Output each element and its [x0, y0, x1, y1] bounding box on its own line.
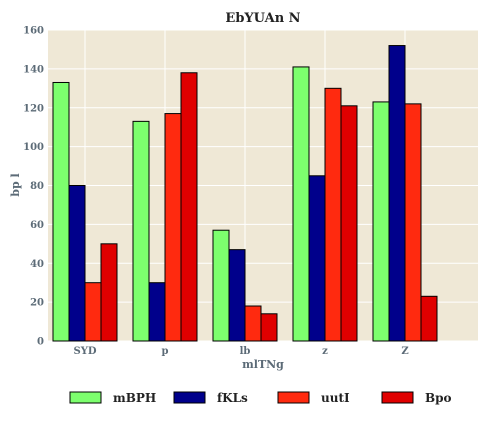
- legend-label-fKLs: fKLs: [217, 391, 248, 405]
- bar-fKLs-p: [148, 282, 166, 342]
- bar-mBPH-Z: [372, 101, 390, 342]
- bar-uutI-Z: [404, 103, 422, 342]
- x-tick-labels: SYD p lb z Z: [73, 346, 408, 357]
- bar-mBPH-p: [132, 120, 150, 342]
- bar-Bpo-SYD: [100, 243, 118, 342]
- bar-Bpo-lb: [260, 313, 278, 342]
- bar-uutI-SYD: [84, 282, 102, 342]
- x-axis-label: mlTNg: [242, 358, 284, 371]
- x-tick-label: p: [162, 346, 169, 357]
- legend-swatch-mBPH: [69, 391, 102, 404]
- y-tick-label: 0: [37, 337, 44, 348]
- bar-Bpo-Z: [420, 295, 438, 342]
- y-tick-label: 80: [30, 181, 44, 192]
- x-tick-label: z: [322, 346, 328, 357]
- bars: [52, 45, 438, 342]
- y-tick-label: 60: [30, 220, 44, 231]
- legend-label-uutI: uutI: [321, 391, 350, 405]
- x-tick-label: SYD: [73, 346, 96, 357]
- y-tick-label: 20: [30, 298, 44, 309]
- legend: mBPH fKLs uutI Bpo: [69, 391, 452, 405]
- y-tick-label: 40: [30, 259, 44, 270]
- x-tick-label: Z: [401, 346, 408, 357]
- bar-Bpo-p: [180, 72, 198, 342]
- y-tick-label: 140: [23, 64, 44, 75]
- bar-fKLs-z: [308, 175, 326, 342]
- y-axis-label: bp l: [9, 173, 22, 196]
- bar-Bpo-z: [340, 105, 358, 342]
- chart-title: EbYUAn N: [225, 11, 300, 26]
- y-tick-labels: 0 20 40 60 80 100 120 140 160: [23, 26, 44, 348]
- bar-fKLs-lb: [228, 249, 246, 342]
- bar-uutI-z: [324, 87, 342, 342]
- y-tick-label: 120: [23, 103, 44, 114]
- bar-uutI-lb: [244, 305, 262, 342]
- y-tick-label: 100: [23, 142, 44, 153]
- bar-mBPH-SYD: [52, 81, 70, 342]
- legend-swatch-fKLs: [173, 391, 206, 404]
- x-tick-label: lb: [240, 346, 251, 357]
- bar-fKLs-Z: [388, 45, 406, 342]
- bar-mBPH-z: [292, 66, 310, 342]
- y-tick-label: 160: [23, 26, 44, 37]
- legend-label-Bpo: Bpo: [425, 391, 452, 405]
- legend-swatch-Bpo: [381, 391, 414, 404]
- legend-swatch-uutI: [277, 391, 310, 404]
- bar-mBPH-lb: [212, 229, 230, 342]
- bar-uutI-p: [164, 113, 182, 342]
- bar-fKLs-SYD: [68, 185, 86, 342]
- legend-label-mBPH: mBPH: [113, 391, 156, 405]
